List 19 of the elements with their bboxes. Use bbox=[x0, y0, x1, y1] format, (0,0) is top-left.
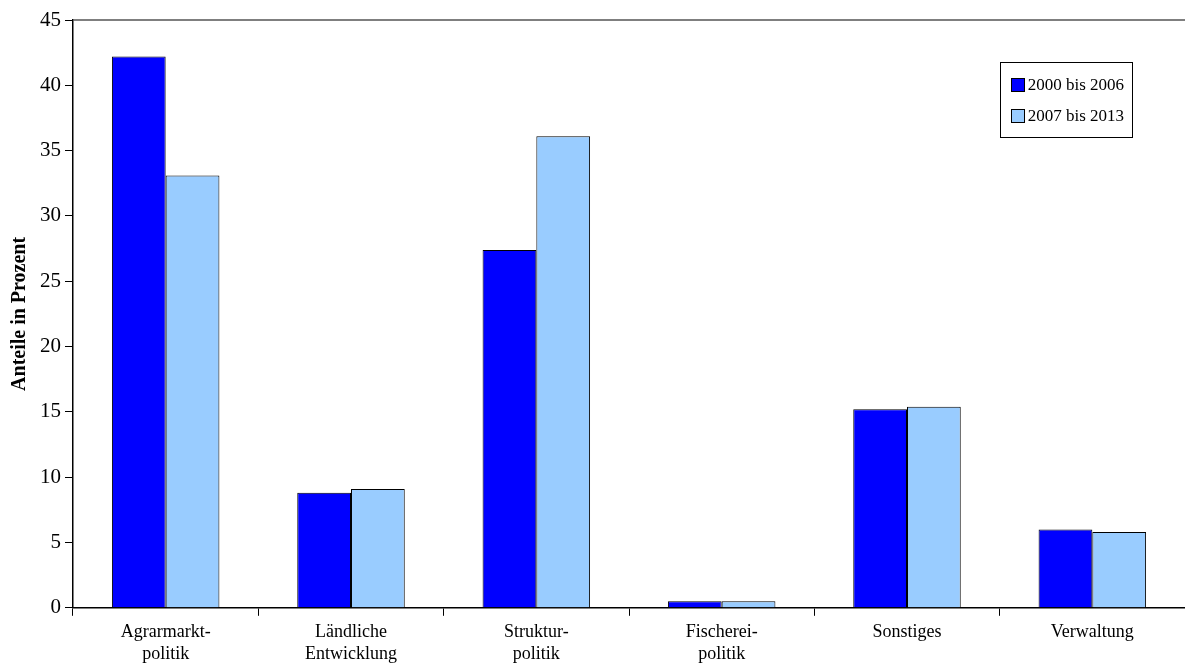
y-tick-label: 0 bbox=[50, 594, 61, 619]
legend-label: 2000 bis 2006 bbox=[1027, 74, 1124, 96]
x-tick-label: Sonstiges bbox=[872, 621, 942, 642]
y-tick-label: 5 bbox=[50, 529, 61, 553]
y-tick-label: 40 bbox=[40, 71, 61, 96]
y-tick-label: 20 bbox=[40, 333, 61, 358]
x-tick-label: Verwaltung bbox=[1050, 621, 1134, 642]
y-tick-label: 25 bbox=[40, 267, 61, 292]
x-tick-label: Struktur- politik bbox=[504, 621, 569, 663]
y-tick-label: 15 bbox=[40, 398, 61, 423]
y-axis-title: Anteile in Prozent bbox=[7, 236, 30, 391]
x-tick-label: Ländliche Entwicklung bbox=[305, 621, 397, 663]
y-tick-label: 30 bbox=[40, 202, 61, 227]
legend-label: 2007 bis 2013 bbox=[1027, 105, 1124, 127]
y-tick-label: 10 bbox=[40, 463, 61, 488]
x-tick-label: Agrarmarkt- politik bbox=[120, 621, 211, 663]
y-tick-label: 35 bbox=[40, 137, 61, 162]
x-tick-label: Fischerei- politik bbox=[685, 621, 758, 663]
y-tick-label: 45 bbox=[40, 6, 61, 31]
